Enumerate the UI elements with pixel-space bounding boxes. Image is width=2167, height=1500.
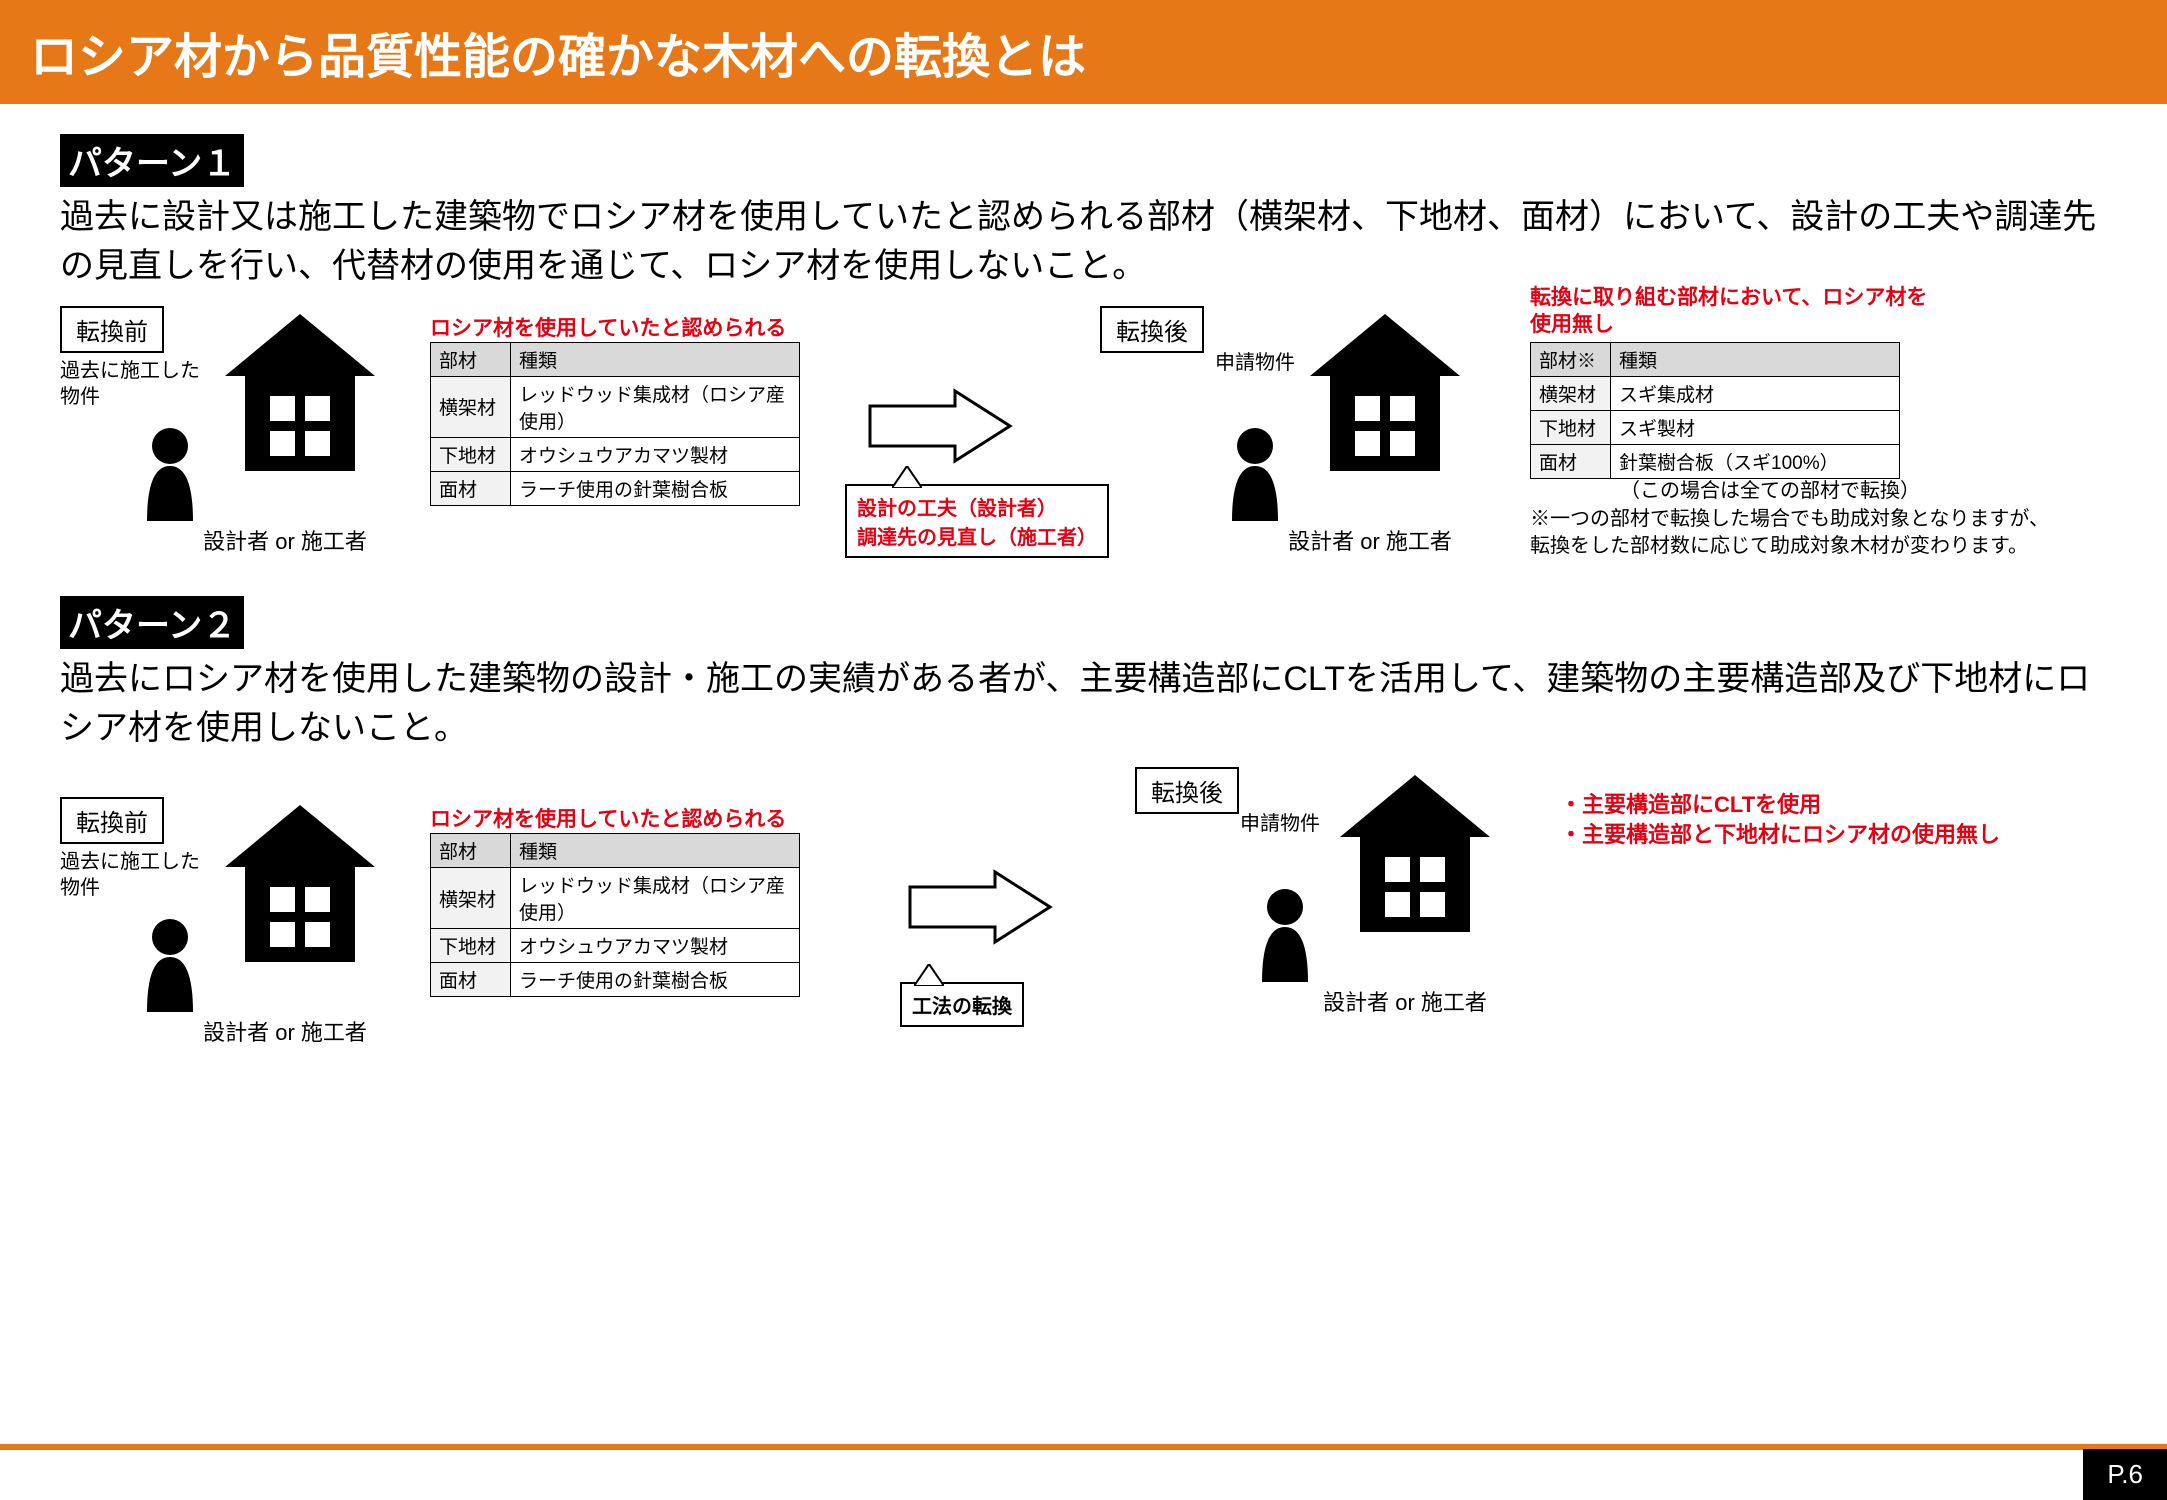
person-icon xyxy=(1220,426,1290,521)
p1-before-table-title: ロシア材を使用していたと認められる xyxy=(430,312,786,342)
p1-after-table-title: 転換に取り組む部材において、ロシア材を使用無し xyxy=(1530,284,1930,339)
person-icon xyxy=(135,917,205,1012)
pattern1-diagram: 転換前 過去に施工した物件 設計者 or 施工者 ロシア材を使用していたと認めら… xyxy=(60,306,2107,596)
p2-after-box: 転換後 xyxy=(1135,767,1239,814)
p2-after-sub: 申請物件 xyxy=(1240,811,1320,837)
p2-callout: 工法の転換 xyxy=(900,982,1024,1027)
page-title: ロシア材から品質性能の確かな木材への転換とは xyxy=(30,17,1086,87)
callout-pointer-icon xyxy=(892,466,922,488)
p1-after-table: 部材※種類 横架材スギ集成材 下地材スギ製材 面材針葉樹合板（スギ100%） xyxy=(1530,342,1900,479)
p2-after-bullet2: ・主要構造部と下地材にロシア材の使用無し xyxy=(1560,817,2000,849)
p1-after-box: 転換後 xyxy=(1100,306,1204,353)
person-icon xyxy=(135,426,205,521)
p1-before-table: 部材種類 横架材レッドウッド集成材（ロシア産使用） 下地材オウシュウアカマツ製材… xyxy=(430,342,800,506)
house-icon xyxy=(215,797,385,997)
house-icon xyxy=(1330,767,1500,967)
arrow-icon xyxy=(905,867,1055,947)
house-icon xyxy=(215,306,385,506)
p1-callout: 設計の工夫（設計者） 調達先の見直し（施工者） xyxy=(845,484,1109,558)
callout-pointer-icon xyxy=(914,964,944,986)
p1-before-sub: 過去に施工した物件 xyxy=(60,358,210,410)
footer-bar xyxy=(0,1444,2167,1450)
p2-before-table: 部材種類 横架材レッドウッド集成材（ロシア産使用） 下地材オウシュウアカマツ製材… xyxy=(430,833,800,997)
p2-after-bullet1: ・主要構造部にCLTを使用 xyxy=(1560,787,1821,819)
page-number: P.6 xyxy=(2083,1449,2167,1500)
pattern1-desc: 過去に設計又は施工した建築物でロシア材を使用していたと認められる部材（横架材、下… xyxy=(60,193,2107,292)
p1-before-caption: 設計者 or 施工者 xyxy=(165,524,405,556)
pattern2-desc: 過去にロシア材を使用した建築物の設計・施工の実績がある者が、主要構造部にCLTを… xyxy=(60,655,2107,754)
pattern2-diagram: 転換前 過去に施工した物件 設計者 or 施工者 ロシア材を使用していたと認めら… xyxy=(60,767,2107,1042)
p2-before-box: 転換前 xyxy=(60,797,164,844)
pattern1-label: パターン１ xyxy=(60,134,244,187)
p2-before-sub: 過去に施工した物件 xyxy=(60,849,210,901)
p1-after-sub: 申請物件 xyxy=(1215,350,1295,376)
p1-after-note1: （この場合は全ての部材で転換） xyxy=(1620,478,1920,505)
p2-before-table-title: ロシア材を使用していたと認められる xyxy=(430,803,786,833)
p2-before-caption: 設計者 or 施工者 xyxy=(165,1015,405,1047)
arrow-icon xyxy=(865,386,1015,466)
p2-after-caption: 設計者 or 施工者 xyxy=(1285,985,1525,1017)
header-bar: ロシア材から品質性能の確かな木材への転換とは xyxy=(0,0,2167,104)
house-icon xyxy=(1300,306,1470,506)
p1-after-note2: ※一つの部材で転換した場合でも助成対象となりますが、転換をした部材数に応じて助成… xyxy=(1530,506,2050,560)
p1-before-box: 転換前 xyxy=(60,306,164,353)
pattern2-label: パターン２ xyxy=(60,596,244,649)
person-icon xyxy=(1250,887,1320,982)
content-area: パターン１ 過去に設計又は施工した建築物でロシア材を使用していたと認められる部材… xyxy=(0,104,2167,1042)
p1-after-caption: 設計者 or 施工者 xyxy=(1250,524,1490,556)
